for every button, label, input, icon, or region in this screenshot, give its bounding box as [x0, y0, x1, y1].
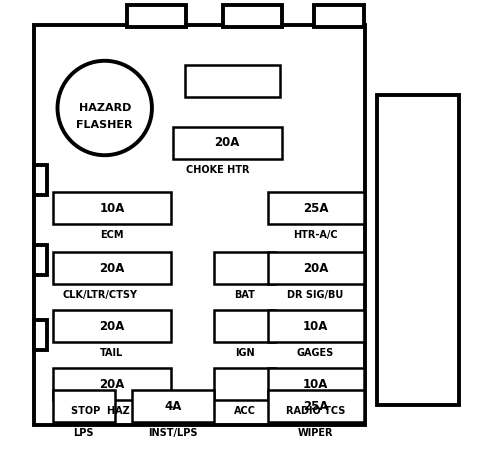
Text: 20A: 20A: [100, 377, 124, 390]
Bar: [214, 252, 276, 284]
Text: BAT: BAT: [234, 290, 255, 300]
Bar: [53, 252, 171, 284]
Text: ACC: ACC: [234, 406, 256, 416]
Text: 25A: 25A: [303, 202, 328, 214]
Bar: [173, 127, 282, 159]
Bar: [268, 310, 364, 342]
Bar: [214, 310, 276, 342]
Bar: [268, 252, 364, 284]
Bar: [214, 368, 276, 400]
Text: WIPER: WIPER: [298, 428, 333, 438]
Bar: [268, 192, 364, 224]
Bar: [34, 320, 46, 350]
Bar: [184, 65, 280, 97]
Circle shape: [58, 61, 152, 155]
Bar: [53, 192, 171, 224]
Text: STOP  HAZ: STOP HAZ: [71, 406, 130, 416]
Bar: [128, 5, 186, 27]
Text: 20A: 20A: [214, 137, 240, 149]
Bar: [53, 368, 171, 400]
Text: DR SIG/BU: DR SIG/BU: [288, 290, 344, 300]
Text: HAZARD: HAZARD: [78, 103, 131, 113]
Bar: [34, 165, 46, 195]
Text: 20A: 20A: [100, 262, 124, 275]
Text: HTR-A/C: HTR-A/C: [293, 230, 338, 240]
Text: 25A: 25A: [303, 400, 328, 413]
Text: LPS: LPS: [74, 428, 94, 438]
Text: CHOKE HTR: CHOKE HTR: [186, 165, 250, 175]
Bar: [53, 310, 171, 342]
Bar: [53, 390, 114, 422]
Bar: [268, 368, 364, 400]
Bar: [314, 5, 364, 27]
Text: FLASHER: FLASHER: [76, 120, 133, 130]
Text: RADIO TCS: RADIO TCS: [286, 406, 345, 416]
Text: CLK/LTR/CTSY: CLK/LTR/CTSY: [62, 290, 138, 300]
Text: IGN: IGN: [234, 348, 255, 358]
Text: ECM: ECM: [100, 230, 124, 240]
Text: 20A: 20A: [100, 320, 124, 332]
Bar: [34, 245, 46, 275]
Bar: [223, 5, 282, 27]
Bar: [34, 25, 366, 425]
Text: TAIL: TAIL: [100, 348, 124, 358]
Bar: [377, 95, 459, 405]
Text: 20A: 20A: [303, 262, 328, 275]
Text: GAGES: GAGES: [297, 348, 334, 358]
Text: INST/LPS: INST/LPS: [148, 428, 198, 438]
Text: 10A: 10A: [303, 320, 328, 332]
Text: 10A: 10A: [100, 202, 124, 214]
Text: 4A: 4A: [164, 400, 182, 413]
Bar: [268, 390, 364, 422]
Text: 10A: 10A: [303, 377, 328, 390]
Bar: [132, 390, 214, 422]
